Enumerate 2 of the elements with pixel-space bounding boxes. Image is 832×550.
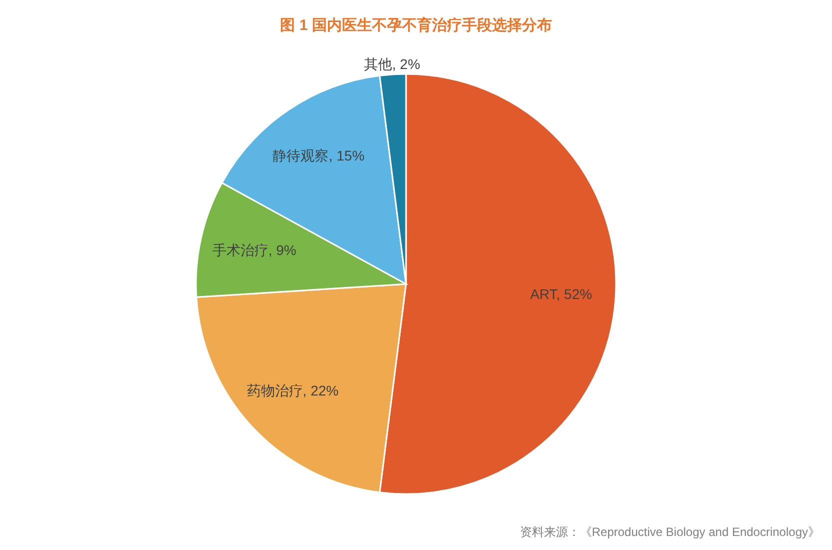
title: 图 1 国内医生不孕不育治疗手段选择分布 bbox=[280, 17, 552, 34]
annotation: 资料来源：《Reproductive Biology and Endocrinology》 bbox=[520, 525, 820, 539]
